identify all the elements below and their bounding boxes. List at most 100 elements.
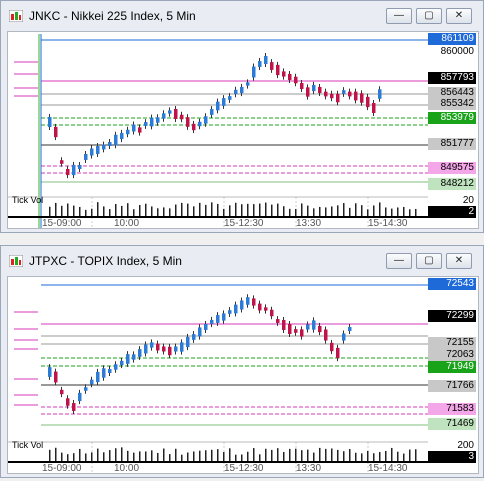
- volume-bar: [229, 205, 231, 216]
- candle-body: [228, 96, 232, 100]
- volume-bar: [343, 451, 345, 461]
- volume-bar: [175, 448, 177, 461]
- restore-button[interactable]: ▢: [416, 253, 442, 269]
- candle-body: [144, 122, 148, 126]
- candle-body: [354, 91, 358, 101]
- tick-volume-bars: [49, 447, 417, 461]
- candle-body: [318, 86, 322, 94]
- volume-bar: [49, 206, 51, 216]
- candle-body: [54, 371, 58, 383]
- volume-bar: [259, 454, 261, 461]
- candle-body: [276, 64, 280, 76]
- candle-body: [222, 313, 226, 321]
- volume-bar: [115, 203, 117, 216]
- volume-bar: [373, 205, 375, 216]
- volume-bar: [49, 449, 51, 461]
- restore-button[interactable]: ▢: [416, 8, 442, 24]
- volume-bar: [211, 202, 213, 216]
- candle-body: [282, 319, 286, 331]
- chart-app-icon: [9, 255, 23, 267]
- tick-volume-label: Tick Vol: [12, 195, 44, 205]
- candle-body: [174, 346, 178, 352]
- volume-bar: [91, 452, 93, 461]
- volume-bar: [85, 453, 87, 461]
- candle-body: [132, 124, 136, 132]
- volume-bar: [79, 206, 81, 216]
- candle-body: [204, 116, 208, 124]
- volume-bar: [277, 448, 279, 461]
- close-button[interactable]: ✕: [446, 8, 472, 24]
- candle-body: [264, 55, 268, 65]
- volume-bar: [151, 206, 153, 216]
- volume-bar: [163, 207, 165, 216]
- candle-body: [252, 66, 256, 78]
- candle-body: [156, 117, 160, 123]
- candle-body: [282, 71, 286, 77]
- candle-body: [336, 347, 340, 359]
- chart-canvas: [8, 284, 428, 473]
- candle-body: [120, 132, 124, 140]
- candle-body: [48, 367, 52, 377]
- close-button[interactable]: ✕: [446, 253, 472, 269]
- volume-bar: [397, 207, 399, 216]
- candle-body: [180, 342, 184, 352]
- candle-body: [60, 160, 64, 164]
- price-level-label: 71469: [428, 418, 476, 430]
- candle-body: [132, 354, 136, 360]
- volume-bar: [241, 454, 243, 461]
- candle-body: [324, 329, 328, 341]
- candle-body: [312, 84, 316, 92]
- volume-bar: [325, 448, 327, 461]
- candle-body: [150, 117, 154, 127]
- candle-body: [126, 129, 130, 135]
- volume-bar: [133, 209, 135, 216]
- volume-bar: [145, 451, 147, 461]
- volume-bar: [343, 203, 345, 216]
- volume-bar: [277, 203, 279, 216]
- candle-body: [138, 349, 142, 357]
- volume-bar: [253, 448, 255, 461]
- candle-body: [366, 96, 370, 108]
- price-level-label: 856443: [428, 87, 476, 99]
- volume-bar: [139, 451, 141, 461]
- minimize-button[interactable]: —: [386, 8, 412, 24]
- volume-bar: [253, 204, 255, 216]
- chart-canvas: [8, 34, 428, 228]
- price-chart[interactable]: Tick Vol 861109 860000 857793 856443 855342 8…: [7, 31, 479, 229]
- price-level-label: 71583: [428, 403, 476, 415]
- topix-chart-window: JTPXC - TOPIX Index, 5 Min — ▢ ✕: [0, 245, 484, 478]
- volume-bar: [241, 204, 243, 216]
- price-chart[interactable]: Tick Vol 72543 72299 72155 72063 71949 71766 7…: [7, 276, 479, 474]
- window-titlebar[interactable]: JTPXC - TOPIX Index, 5 Min — ▢ ✕: [1, 246, 483, 276]
- volume-bar: [409, 449, 411, 461]
- volume-bar: [61, 205, 63, 216]
- volume-bar: [127, 203, 129, 216]
- volume-bar: [109, 450, 111, 461]
- volume-bar: [91, 208, 93, 216]
- price-level-label: 72155: [428, 337, 476, 349]
- volume-scale-label: 200: [428, 440, 476, 452]
- volume-bar: [247, 451, 249, 461]
- volume-bar: [139, 204, 141, 216]
- volume-bar: [289, 208, 291, 216]
- volume-bar: [385, 207, 387, 216]
- time-tick-label: 10:00: [114, 218, 140, 229]
- price-level-label: 853979: [428, 112, 476, 124]
- volume-bar: [199, 450, 201, 461]
- candle-body: [198, 327, 202, 337]
- volume-bar: [295, 448, 297, 461]
- minimize-button[interactable]: —: [386, 253, 412, 269]
- volume-bar: [415, 449, 417, 461]
- volume-bar: [325, 207, 327, 216]
- candle-body: [210, 109, 214, 115]
- candle-body: [72, 164, 76, 176]
- candle-body: [330, 342, 334, 352]
- volume-bar: [313, 208, 315, 216]
- volume-bar: [97, 202, 99, 216]
- volume-bar: [379, 451, 381, 461]
- volume-bar: [373, 453, 375, 461]
- candle-body: [252, 298, 256, 306]
- price-level-label: 72543: [428, 278, 476, 290]
- window-titlebar[interactable]: JNKC - Nikkei 225 Index, 5 Min — ▢ ✕: [1, 1, 483, 31]
- candle-body: [126, 354, 130, 364]
